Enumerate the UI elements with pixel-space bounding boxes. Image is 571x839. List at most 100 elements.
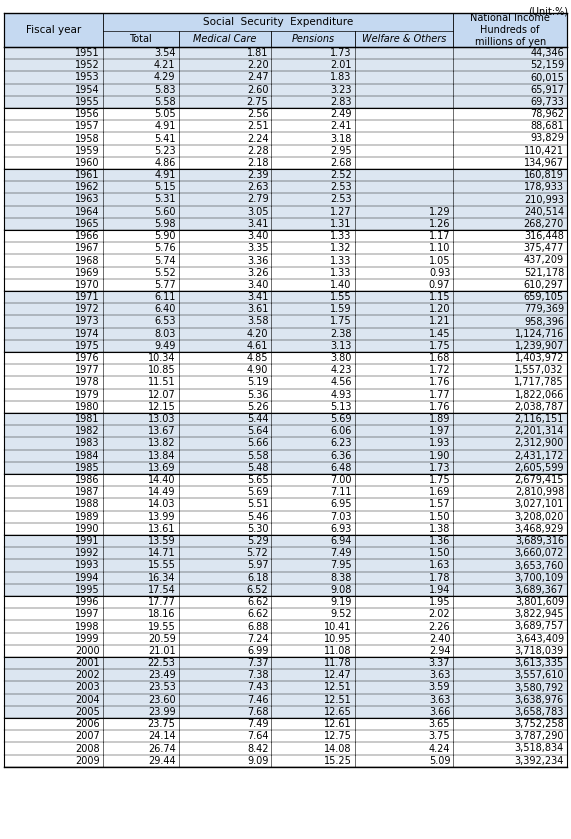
- Bar: [4, 254, 567, 267]
- Text: 6.23: 6.23: [330, 439, 352, 449]
- Text: 6.94: 6.94: [331, 536, 352, 546]
- Text: 9.49: 9.49: [154, 341, 175, 351]
- Text: 2.02: 2.02: [429, 609, 451, 619]
- Text: 7.37: 7.37: [247, 658, 268, 668]
- Text: 1986: 1986: [75, 475, 99, 485]
- Text: (Unit:%): (Unit:%): [528, 7, 568, 17]
- Text: 4.61: 4.61: [247, 341, 268, 351]
- Text: 2009: 2009: [75, 756, 99, 766]
- Text: 1984: 1984: [75, 451, 99, 461]
- Text: 1.69: 1.69: [429, 487, 451, 498]
- Text: 4.21: 4.21: [154, 60, 175, 70]
- Text: 5.58: 5.58: [247, 451, 268, 461]
- Text: 1.55: 1.55: [330, 292, 352, 302]
- Bar: [4, 194, 567, 206]
- Text: 5.13: 5.13: [330, 402, 352, 412]
- Text: 1990: 1990: [75, 524, 99, 534]
- Text: 1.31: 1.31: [331, 219, 352, 229]
- Bar: [4, 169, 567, 181]
- Text: 1.89: 1.89: [429, 414, 451, 424]
- Text: 1.73: 1.73: [429, 463, 451, 473]
- Text: 1974: 1974: [75, 329, 99, 339]
- Text: 11.08: 11.08: [324, 646, 352, 656]
- Text: 13.82: 13.82: [148, 439, 175, 449]
- Text: 1.90: 1.90: [429, 451, 451, 461]
- Text: 3.35: 3.35: [247, 243, 268, 253]
- Text: 7.49: 7.49: [330, 549, 352, 558]
- Text: 8.03: 8.03: [154, 329, 175, 339]
- Text: 13.59: 13.59: [148, 536, 175, 546]
- Text: 2,312,900: 2,312,900: [514, 439, 564, 449]
- Text: 3,660,072: 3,660,072: [514, 549, 564, 558]
- Text: 2.52: 2.52: [330, 170, 352, 180]
- Text: 5.76: 5.76: [154, 243, 175, 253]
- Text: 2.49: 2.49: [330, 109, 352, 119]
- Text: 12.75: 12.75: [324, 732, 352, 742]
- Text: 16.34: 16.34: [148, 573, 175, 583]
- Text: 60,015: 60,015: [530, 72, 564, 82]
- Text: 3.37: 3.37: [429, 658, 451, 668]
- Text: 7.49: 7.49: [247, 719, 268, 729]
- Text: 14.71: 14.71: [148, 549, 175, 558]
- Text: 1992: 1992: [75, 549, 99, 558]
- Text: 1.33: 1.33: [331, 256, 352, 265]
- Text: 521,178: 521,178: [524, 268, 564, 278]
- Text: 7.68: 7.68: [247, 707, 268, 717]
- Text: 3,689,367: 3,689,367: [514, 585, 564, 595]
- Text: 3.41: 3.41: [247, 292, 268, 302]
- Text: 1.72: 1.72: [429, 365, 451, 375]
- Text: 6.62: 6.62: [247, 609, 268, 619]
- Text: 3.18: 3.18: [331, 133, 352, 143]
- Text: 14.03: 14.03: [148, 499, 175, 509]
- Text: 2003: 2003: [75, 682, 99, 692]
- Text: 1962: 1962: [75, 182, 99, 192]
- Text: 5.66: 5.66: [247, 439, 268, 449]
- Bar: [4, 718, 567, 730]
- Text: 2.94: 2.94: [429, 646, 451, 656]
- Text: 3,700,109: 3,700,109: [514, 573, 564, 583]
- Text: 2,679,415: 2,679,415: [514, 475, 564, 485]
- Bar: [4, 596, 567, 608]
- Text: 7.11: 7.11: [330, 487, 352, 498]
- Text: 4.85: 4.85: [247, 353, 268, 363]
- Text: 23.75: 23.75: [148, 719, 175, 729]
- Text: 3.66: 3.66: [429, 707, 451, 717]
- Text: 3.80: 3.80: [331, 353, 352, 363]
- Text: 3.59: 3.59: [429, 682, 451, 692]
- Text: 1963: 1963: [75, 195, 99, 205]
- Text: 5.46: 5.46: [247, 512, 268, 522]
- Bar: [4, 144, 567, 157]
- Text: 659,105: 659,105: [524, 292, 564, 302]
- Text: 1966: 1966: [75, 231, 99, 241]
- Text: 1978: 1978: [75, 378, 99, 388]
- Text: 1975: 1975: [75, 341, 99, 351]
- Text: 7.43: 7.43: [247, 682, 268, 692]
- Text: 5.30: 5.30: [247, 524, 268, 534]
- Text: 1959: 1959: [75, 146, 99, 156]
- Text: 13.84: 13.84: [148, 451, 175, 461]
- Text: 1970: 1970: [75, 280, 99, 290]
- Text: 13.03: 13.03: [148, 414, 175, 424]
- Bar: [4, 645, 567, 657]
- Text: 3,658,783: 3,658,783: [514, 707, 564, 717]
- Text: 15.55: 15.55: [148, 560, 175, 571]
- Text: 3,638,976: 3,638,976: [514, 695, 564, 705]
- Text: 3,027,101: 3,027,101: [514, 499, 564, 509]
- Text: 6.99: 6.99: [247, 646, 268, 656]
- Text: 2.63: 2.63: [247, 182, 268, 192]
- Text: 6.06: 6.06: [331, 426, 352, 436]
- Text: 2007: 2007: [75, 732, 99, 742]
- Text: 1958: 1958: [75, 133, 99, 143]
- Bar: [4, 450, 567, 461]
- Text: 210,993: 210,993: [524, 195, 564, 205]
- Text: 1960: 1960: [75, 158, 99, 168]
- Text: 3.54: 3.54: [154, 48, 175, 58]
- Text: 5.41: 5.41: [154, 133, 175, 143]
- Text: Welfare & Others: Welfare & Others: [362, 34, 446, 44]
- Text: 5.44: 5.44: [247, 414, 268, 424]
- Text: 1.94: 1.94: [429, 585, 451, 595]
- Text: 3.13: 3.13: [331, 341, 352, 351]
- Text: 2.39: 2.39: [247, 170, 268, 180]
- Text: 29.44: 29.44: [148, 756, 175, 766]
- Bar: [4, 498, 567, 511]
